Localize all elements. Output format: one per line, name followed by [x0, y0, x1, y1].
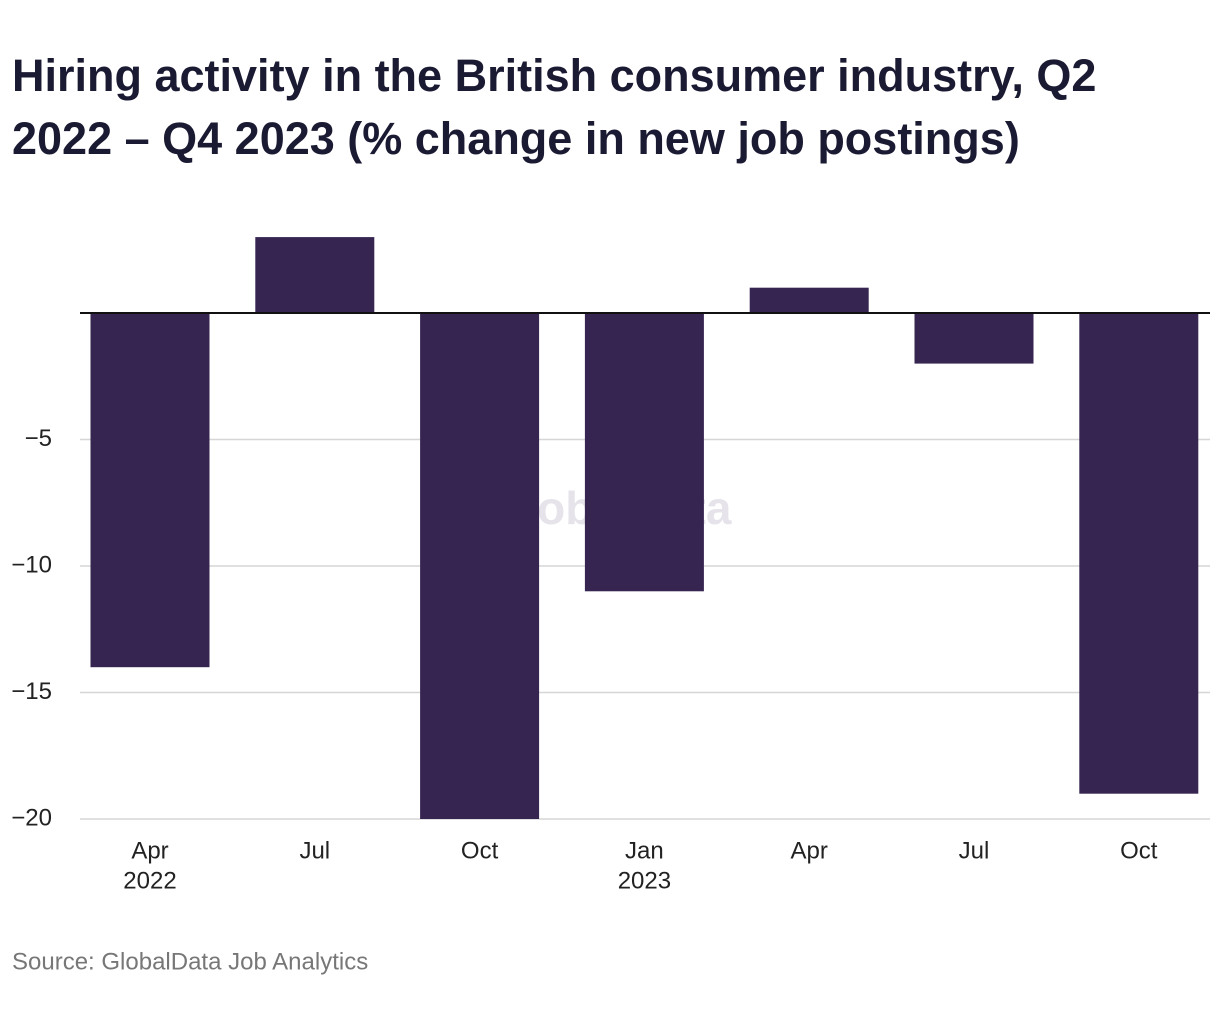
x-tick-label: Jul	[299, 837, 330, 864]
y-tick-label: −20	[11, 804, 52, 831]
y-tick-label: −5	[25, 425, 52, 452]
x-year-label: 2022	[123, 867, 176, 894]
bar	[1079, 312, 1199, 794]
source: Source: GlobalData Job Analytics	[12, 948, 368, 975]
x-year-label: 2023	[618, 867, 671, 894]
bar	[420, 312, 540, 819]
bar	[584, 312, 704, 592]
bar	[914, 312, 1034, 364]
bar	[749, 287, 869, 313]
bar	[90, 312, 210, 668]
x-tick-label: Apr	[791, 837, 828, 864]
x-tick-label: Oct	[1120, 837, 1158, 864]
chart-title: Hiring activity in the British consumer …	[12, 50, 1097, 164]
y-tick-label: −15	[11, 678, 52, 705]
x-tick-label: Jan	[625, 837, 664, 864]
x-tick-label: Oct	[461, 837, 499, 864]
bar	[255, 237, 375, 313]
y-tick-label: −10	[11, 551, 52, 578]
x-tick-label: Apr	[131, 837, 168, 864]
x-tick-label: Jul	[959, 837, 990, 864]
